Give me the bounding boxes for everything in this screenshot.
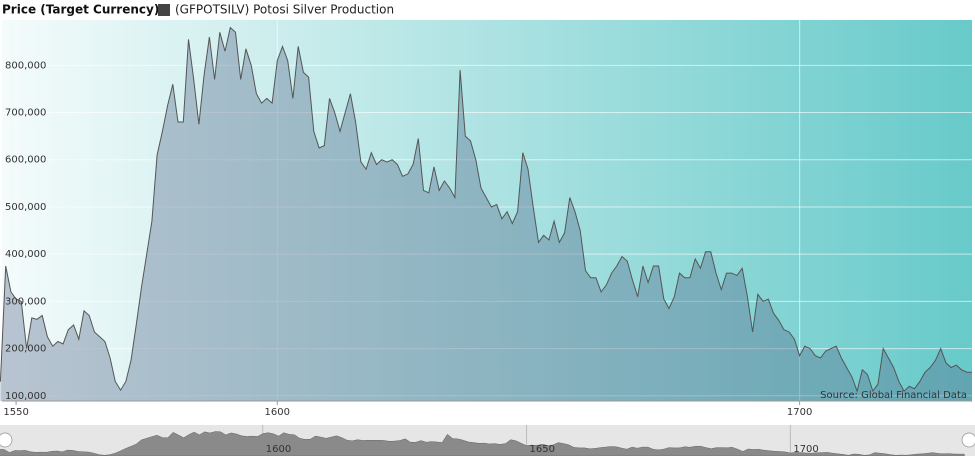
y-tick-label: 800,000 — [5, 60, 46, 71]
chart-title: Price (Target Currency) — [2, 3, 159, 17]
x-tick-label: 1700 — [787, 407, 812, 418]
line — [0, 26, 972, 393]
y-tick-label: 500,000 — [5, 202, 46, 213]
y-tick-label: 300,000 — [5, 296, 46, 307]
navigator-tick-label: 1600 — [266, 444, 291, 455]
navigator-handle — [0, 432, 13, 448]
legend-label: (GFPOTSILV) Potosi Silver Production — [175, 3, 394, 17]
plot-background — [2, 20, 972, 401]
y-tick-label: 100,000 — [5, 391, 46, 402]
navigator-tick-label: 1650 — [530, 444, 555, 455]
y-tick-label: 400,000 — [5, 249, 46, 260]
area — [0, 27, 972, 401]
annotation: Source: Global Financial Data — [820, 390, 967, 401]
legend-swatch — [158, 4, 170, 16]
y-tick-label: 600,000 — [5, 155, 46, 166]
navigator-area — [0, 431, 965, 456]
navigator-handle — [961, 432, 975, 448]
x-tick-label: 1600 — [265, 407, 290, 418]
y-tick-label: 700,000 — [5, 108, 46, 119]
y-tick-label: 200,000 — [5, 344, 46, 355]
x-tick-label: 1550 — [3, 407, 28, 418]
navigator-tick-label: 1700 — [793, 444, 818, 455]
